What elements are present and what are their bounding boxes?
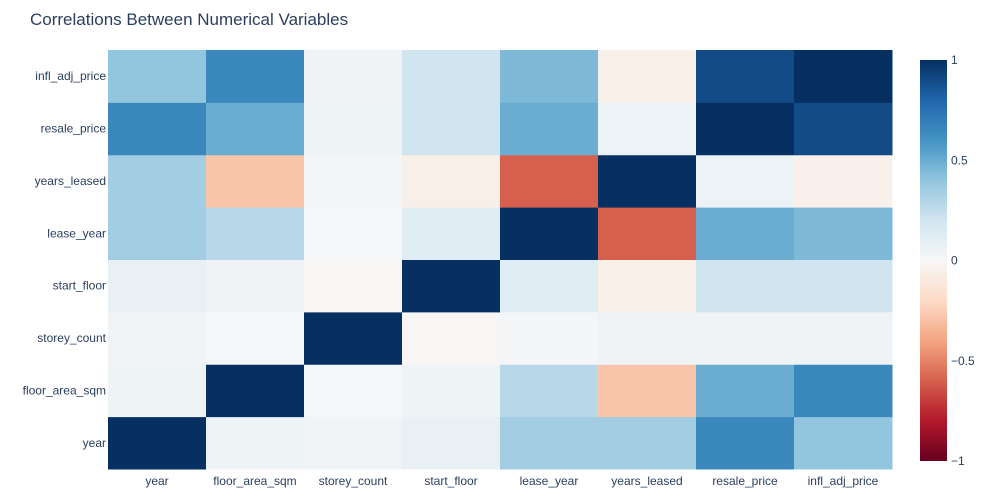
heatmap-cell-lease_year-year [108,207,207,260]
heatmap-cell-infl_adj_price-lease_year [500,50,599,103]
heatmap-cell-floor_area_sqm-floor_area_sqm [206,364,305,418]
heatmap-cell-years_leased-year [108,154,207,208]
heatmap-cell-infl_adj_price-infl_adj_price [794,50,893,103]
x-tick-label: lease_year [520,474,579,488]
heatmap-cell-storey_count-year [108,311,207,365]
heatmap-cell-year-years_leased [598,416,697,470]
heatmap-cell-resale_price-start_floor [402,102,501,156]
heatmap-cell-start_floor-start_floor [402,259,501,313]
heatmap-cell-years_leased-resale_price [696,154,795,208]
heatmap-cell-start_floor-storey_count [304,259,403,313]
heatmap-cell-lease_year-resale_price [696,207,795,260]
colorbar-tick-label: −0.5 [951,354,975,368]
heatmap-cell-year-infl_adj_price [794,416,893,470]
heatmap-cell-lease_year-infl_adj_price [794,207,893,260]
heatmap-cell-years_leased-start_floor [402,154,501,208]
colorbar-tick-label: −1 [951,454,965,468]
heatmap-cells [108,50,893,470]
heatmap-cell-start_floor-year [108,259,207,313]
heatmap-cell-storey_count-years_leased [598,311,697,365]
heatmap-cell-year-storey_count [304,416,403,470]
y-tick-label: infl_adj_price [35,69,106,83]
heatmap-cell-floor_area_sqm-resale_price [696,364,795,418]
y-tick-label: floor_area_sqm [23,383,106,397]
heatmap-cell-lease_year-years_leased [598,207,697,260]
y-tick-label: years_leased [35,174,106,188]
heatmap-cell-resale_price-lease_year [500,102,599,156]
heatmap-cell-resale_price-infl_adj_price [794,102,893,156]
x-tick-label: resale_price [712,474,778,488]
y-tick-label: lease_year [47,226,106,240]
heatmap-cell-resale_price-years_leased [598,102,697,156]
heatmap-cell-storey_count-resale_price [696,311,795,365]
heatmap-cell-years_leased-floor_area_sqm [206,154,305,208]
colorbar-tick-label: 0 [951,254,958,268]
colorbar-tick-label: 0.5 [951,153,968,167]
y-tick-label: resale_price [41,122,107,136]
heatmap-cell-year-floor_area_sqm [206,416,305,470]
heatmap-cell-floor_area_sqm-infl_adj_price [794,364,893,418]
heatmap-cell-years_leased-infl_adj_price [794,154,893,208]
heatmap-cell-lease_year-floor_area_sqm [206,207,305,260]
heatmap-cell-infl_adj_price-resale_price [696,50,795,103]
heatmap-cell-infl_adj_price-years_leased [598,50,697,103]
heatmap-cell-resale_price-year [108,102,207,156]
heatmap-cell-infl_adj_price-storey_count [304,50,403,103]
heatmap-cell-storey_count-lease_year [500,311,599,365]
heatmap-cell-lease_year-storey_count [304,207,403,260]
heatmap-cell-lease_year-start_floor [402,207,501,260]
heatmap-cell-infl_adj_price-floor_area_sqm [206,50,305,103]
heatmap-cell-year-lease_year [500,416,599,470]
heatmap-cell-years_leased-storey_count [304,154,403,208]
x-tick-label: storey_count [319,474,388,488]
colorbar [920,60,947,461]
heatmap-cell-start_floor-resale_price [696,259,795,313]
heatmap-cell-resale_price-resale_price [696,102,795,156]
heatmap-cell-start_floor-lease_year [500,259,599,313]
x-tick-label: years_leased [611,474,682,488]
heatmap-cell-years_leased-lease_year [500,154,599,208]
heatmap-cell-infl_adj_price-year [108,50,207,103]
x-tick-label: start_floor [424,474,477,488]
x-tick-label: year [145,474,168,488]
heatmap-cell-storey_count-infl_adj_price [794,311,893,365]
heatmap-cell-floor_area_sqm-year [108,364,207,418]
heatmap-cell-infl_adj_price-start_floor [402,50,501,103]
heatmap-cell-year-year [108,416,207,470]
heatmap-cell-storey_count-floor_area_sqm [206,311,305,365]
y-tick-label: start_floor [53,279,106,293]
x-tick-label: floor_area_sqm [213,474,296,488]
heatmap-cell-floor_area_sqm-start_floor [402,364,501,418]
heatmap-cell-floor_area_sqm-storey_count [304,364,403,418]
heatmap-cell-years_leased-years_leased [598,154,697,208]
heatmap-cell-start_floor-infl_adj_price [794,259,893,313]
x-tick-label: infl_adj_price [808,474,879,488]
y-axis-tick-labels: year floor_area_sqm storey_count start_floo… [23,69,107,450]
chart-title: Correlations Between Numerical Variables [30,10,348,29]
colorbar-tick-label: 1 [951,53,958,67]
heatmap-cell-year-resale_price [696,416,795,470]
heatmap-cell-floor_area_sqm-years_leased [598,364,697,418]
heatmap-cell-storey_count-storey_count [304,311,403,365]
colorbar-tick-labels: 1 0.5 0 −0.5 −1 [951,53,975,468]
y-tick-label: year [83,436,106,450]
y-tick-label: storey_count [37,331,106,345]
heatmap-cell-resale_price-floor_area_sqm [206,102,305,156]
heatmap-cell-floor_area_sqm-lease_year [500,364,599,418]
heatmap-cell-year-start_floor [402,416,501,470]
heatmap-cell-start_floor-years_leased [598,259,697,313]
x-axis-tick-labels: year floor_area_sqm storey_count start_floo… [145,474,878,488]
heatmap-cell-lease_year-lease_year [500,207,599,260]
heatmap-cell-start_floor-floor_area_sqm [206,259,305,313]
heatmap-cell-resale_price-storey_count [304,102,403,156]
heatmap-cell-storey_count-start_floor [402,311,501,365]
